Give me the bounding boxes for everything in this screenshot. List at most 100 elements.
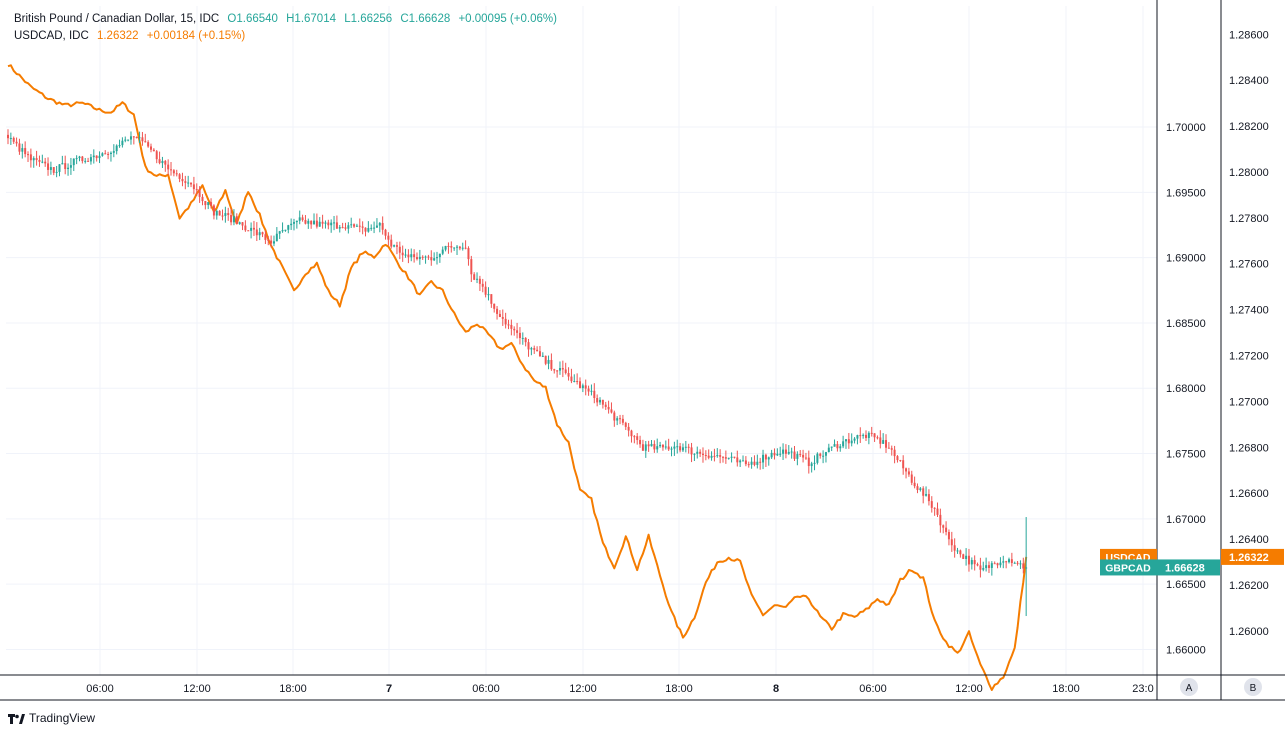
- candle-body: [701, 453, 704, 455]
- candle-body: [607, 406, 610, 410]
- candle-body: [287, 225, 290, 230]
- candle-body: [973, 560, 976, 565]
- candle-body: [710, 455, 713, 458]
- candle-body: [824, 452, 827, 456]
- candle-body: [473, 274, 476, 280]
- candle-body: [1005, 561, 1008, 563]
- candle-body: [887, 447, 890, 449]
- gbpcad-last-price-text: 1.66628: [1165, 562, 1205, 574]
- candle-body: [930, 501, 933, 508]
- candle-body: [58, 164, 61, 172]
- right-axis-tick-label: 1.26000: [1229, 626, 1269, 638]
- candle-body: [464, 247, 467, 249]
- candle-body: [27, 154, 30, 156]
- candle-body: [962, 554, 965, 559]
- candle-body: [327, 222, 330, 226]
- candle-body: [456, 246, 459, 248]
- main-series-legend[interactable]: British Pound / Canadian Dollar, 15, IDC…: [14, 12, 562, 26]
- candle-body: [722, 456, 724, 458]
- candle-body: [444, 245, 447, 250]
- candle-body: [810, 463, 813, 467]
- candle-body: [272, 241, 275, 244]
- candle-body: [547, 359, 550, 364]
- candle-body: [215, 210, 218, 216]
- candle-body: [627, 426, 630, 431]
- candle-body: [942, 525, 945, 528]
- candle-body: [967, 555, 970, 565]
- candle-body: [990, 563, 993, 568]
- right-axis-tick-label: 1.28200: [1229, 121, 1269, 133]
- candle-body: [601, 399, 604, 405]
- candle-body: [696, 451, 699, 454]
- right-axis-tick-label: 1.27400: [1229, 305, 1269, 317]
- candle-body: [945, 527, 948, 533]
- candle-body: [947, 532, 950, 540]
- candle-body: [315, 220, 318, 227]
- tradingview-brand-text: TradingView: [29, 711, 96, 725]
- candle-body: [132, 136, 135, 138]
- candle-body: [976, 564, 979, 566]
- candle-body: [198, 189, 201, 197]
- candle-body: [576, 381, 579, 383]
- main-series-name: British Pound / Canadian Dollar, 15, IDC: [14, 13, 220, 25]
- candle-body: [704, 454, 707, 456]
- candle-body: [830, 446, 833, 448]
- candle-body: [164, 160, 167, 165]
- candle-body: [69, 165, 72, 168]
- usdcad-line: [7, 64, 1028, 691]
- candle-body: [782, 449, 785, 454]
- candle-body: [590, 390, 593, 392]
- candle-body: [573, 381, 576, 383]
- time-axis-tick-label: 8: [773, 683, 779, 695]
- main-series-low: L1.66256: [344, 13, 393, 25]
- candle-body: [890, 448, 893, 450]
- candle-body: [716, 455, 719, 457]
- right-axis-tick-label: 1.27600: [1229, 259, 1269, 271]
- candle-body: [653, 443, 656, 450]
- candle-body: [556, 370, 559, 372]
- time-axis-tick-label: 12:00: [955, 683, 983, 695]
- candle-body: [61, 163, 64, 165]
- candle-body: [270, 240, 273, 244]
- candle-body: [324, 222, 327, 224]
- candle-body: [581, 385, 584, 389]
- candle-body: [401, 252, 404, 256]
- candle-body: [218, 210, 221, 216]
- candle-body: [321, 221, 324, 224]
- candle-body: [707, 455, 710, 458]
- candle-body: [384, 229, 387, 236]
- candle-body: [1016, 562, 1019, 564]
- candle-body: [413, 254, 416, 258]
- candle-body: [750, 461, 753, 465]
- candle-body: [190, 182, 193, 185]
- candle-body: [639, 439, 642, 445]
- compare-series-legend[interactable]: USDCAD, IDC 1.26322 +0.00184 (+0.15%): [14, 29, 250, 43]
- candle-body: [78, 156, 81, 159]
- left-axis-tick-label: 1.67500: [1166, 449, 1206, 461]
- candle-body: [681, 447, 684, 451]
- candle-body: [533, 348, 536, 350]
- candle-body: [936, 508, 939, 515]
- candle-body: [922, 488, 925, 496]
- candle-body: [550, 359, 553, 370]
- candle-body: [719, 455, 722, 457]
- candle-body: [816, 453, 819, 463]
- candle-body: [261, 232, 264, 235]
- candle-body: [570, 376, 573, 382]
- candle-body: [358, 225, 361, 227]
- left-axis-tick-label: 1.70000: [1166, 122, 1206, 134]
- candle-body: [516, 330, 519, 333]
- candle-body: [124, 139, 127, 141]
- candle-body: [252, 227, 255, 230]
- tradingview-branding[interactable]: TradingView: [8, 711, 95, 725]
- candle-body: [109, 152, 112, 155]
- candle-body: [879, 437, 882, 444]
- candle-body: [415, 257, 418, 260]
- candle-body: [956, 550, 959, 552]
- candle-body: [373, 227, 376, 229]
- candle-body: [264, 234, 267, 240]
- candle-body: [258, 232, 261, 236]
- candle-body: [278, 231, 281, 234]
- scale-label-left-text: A: [1186, 683, 1193, 694]
